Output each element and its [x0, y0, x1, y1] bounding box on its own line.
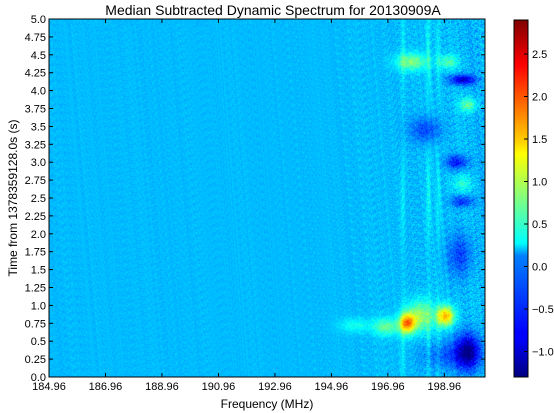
y-tick-label: 2.25 [25, 211, 46, 223]
x-axis-label: Frequency (MHz) [221, 397, 314, 411]
x-tick-label: 194.96 [315, 381, 349, 393]
colorbar-tick-label: 1.0 [532, 177, 547, 189]
y-tick-label: 4.0 [31, 86, 46, 98]
x-tick-label: 192.96 [258, 381, 292, 393]
y-tick-label: 0.0 [31, 372, 46, 384]
colorbar-gradient [513, 19, 529, 378]
y-tick-label: 0.25 [25, 354, 46, 366]
y-tick-label: 3.0 [31, 157, 46, 169]
y-axis-label: Time from 1378359128.0s (s) [6, 120, 20, 277]
x-tick-label: 186.96 [89, 381, 123, 393]
x-tick-label: 190.96 [202, 381, 236, 393]
y-tick-label: 5.0 [31, 14, 46, 26]
colorbar-tick-label: −0.5 [532, 304, 554, 316]
y-tick-label: 2.0 [31, 229, 46, 241]
y-tick-label: 1.25 [25, 283, 46, 295]
y-tick-label: 2.5 [31, 193, 46, 205]
plot-area: 184.96 186.96 188.96 190.96 192.96 194.96 196.… [25, 14, 486, 393]
colorbar-tick-label: 1.5 [532, 134, 547, 146]
y-tick-label: 4.75 [25, 32, 46, 44]
chart-title: Median Subtracted Dynamic Spectrum for 2… [105, 2, 441, 18]
y-tick-label: 3.75 [25, 104, 46, 116]
y-tick-label: 1.75 [25, 247, 46, 259]
colorbar-tick-label: 0.0 [532, 262, 547, 274]
y-tick-label: 2.75 [25, 175, 46, 187]
y-tick-label: 3.25 [25, 139, 46, 151]
colorbar-tick-label: 2.0 [532, 92, 547, 104]
y-tick-label: 4.25 [25, 68, 46, 80]
x-tick-label: 188.96 [145, 381, 179, 393]
x-tick-label: 196.96 [371, 381, 405, 393]
y-tick-label: 1.5 [31, 265, 46, 277]
colorbar-tick-label: 2.5 [532, 49, 547, 61]
x-tick-label: 198.96 [428, 381, 462, 393]
y-axis-ticks: 0.0 0.25 0.5 0.75 1.0 1.25 1.5 1.75 2.0 2.25 2.5 2.… [25, 14, 485, 384]
y-tick-label: 3.5 [31, 121, 46, 133]
y-tick-label: 4.5 [31, 50, 46, 62]
y-tick-label: 0.75 [25, 318, 46, 330]
colorbar: 2.5 2.0 1.5 1.0 0.5 0.0 −0.5 −1.0 [513, 19, 554, 378]
dynamic-spectrum-heatmap [49, 19, 485, 377]
x-axis-ticks: 184.96 186.96 188.96 190.96 192.96 194.96 196.… [32, 19, 461, 393]
colorbar-tick-label: −1.0 [532, 347, 554, 359]
colorbar-ticks: 2.5 2.0 1.5 1.0 0.5 0.0 −0.5 −1.0 [524, 49, 554, 359]
y-tick-label: 1.0 [31, 300, 46, 312]
y-tick-label: 0.5 [31, 336, 46, 348]
x-tick-label: 184.96 [32, 381, 66, 393]
colorbar-tick-label: 0.5 [532, 219, 547, 231]
